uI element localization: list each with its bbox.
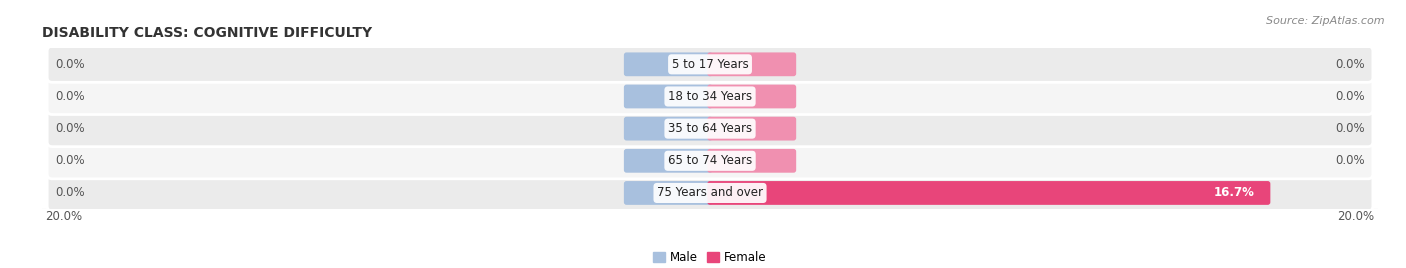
Text: 0.0%: 0.0% <box>1334 58 1364 71</box>
FancyBboxPatch shape <box>624 53 713 76</box>
FancyBboxPatch shape <box>48 79 1372 114</box>
Text: 20.0%: 20.0% <box>1337 210 1375 223</box>
FancyBboxPatch shape <box>624 149 713 173</box>
Text: 0.0%: 0.0% <box>1334 122 1364 135</box>
Text: 20.0%: 20.0% <box>45 210 83 223</box>
FancyBboxPatch shape <box>48 46 1372 82</box>
Text: 35 to 64 Years: 35 to 64 Years <box>668 122 752 135</box>
FancyBboxPatch shape <box>624 117 713 140</box>
Text: 0.0%: 0.0% <box>1334 90 1364 103</box>
FancyBboxPatch shape <box>624 181 713 205</box>
Text: 65 to 74 Years: 65 to 74 Years <box>668 154 752 167</box>
FancyBboxPatch shape <box>707 149 796 173</box>
FancyBboxPatch shape <box>48 143 1372 179</box>
Text: 0.0%: 0.0% <box>55 58 86 71</box>
Text: 5 to 17 Years: 5 to 17 Years <box>672 58 748 71</box>
FancyBboxPatch shape <box>707 85 796 108</box>
Text: 0.0%: 0.0% <box>1334 154 1364 167</box>
FancyBboxPatch shape <box>707 117 796 140</box>
Text: 18 to 34 Years: 18 to 34 Years <box>668 90 752 103</box>
FancyBboxPatch shape <box>707 53 796 76</box>
FancyBboxPatch shape <box>624 85 713 108</box>
FancyBboxPatch shape <box>48 175 1372 211</box>
Text: 0.0%: 0.0% <box>55 187 86 199</box>
Text: 0.0%: 0.0% <box>55 90 86 103</box>
Text: 75 Years and over: 75 Years and over <box>657 187 763 199</box>
Text: 16.7%: 16.7% <box>1213 187 1254 199</box>
Legend: Male, Female: Male, Female <box>654 251 766 264</box>
Text: 0.0%: 0.0% <box>55 122 86 135</box>
FancyBboxPatch shape <box>707 181 1271 205</box>
FancyBboxPatch shape <box>48 111 1372 147</box>
Text: Source: ZipAtlas.com: Source: ZipAtlas.com <box>1267 16 1385 26</box>
Text: DISABILITY CLASS: COGNITIVE DIFFICULTY: DISABILITY CLASS: COGNITIVE DIFFICULTY <box>42 26 373 40</box>
Text: 0.0%: 0.0% <box>55 154 86 167</box>
